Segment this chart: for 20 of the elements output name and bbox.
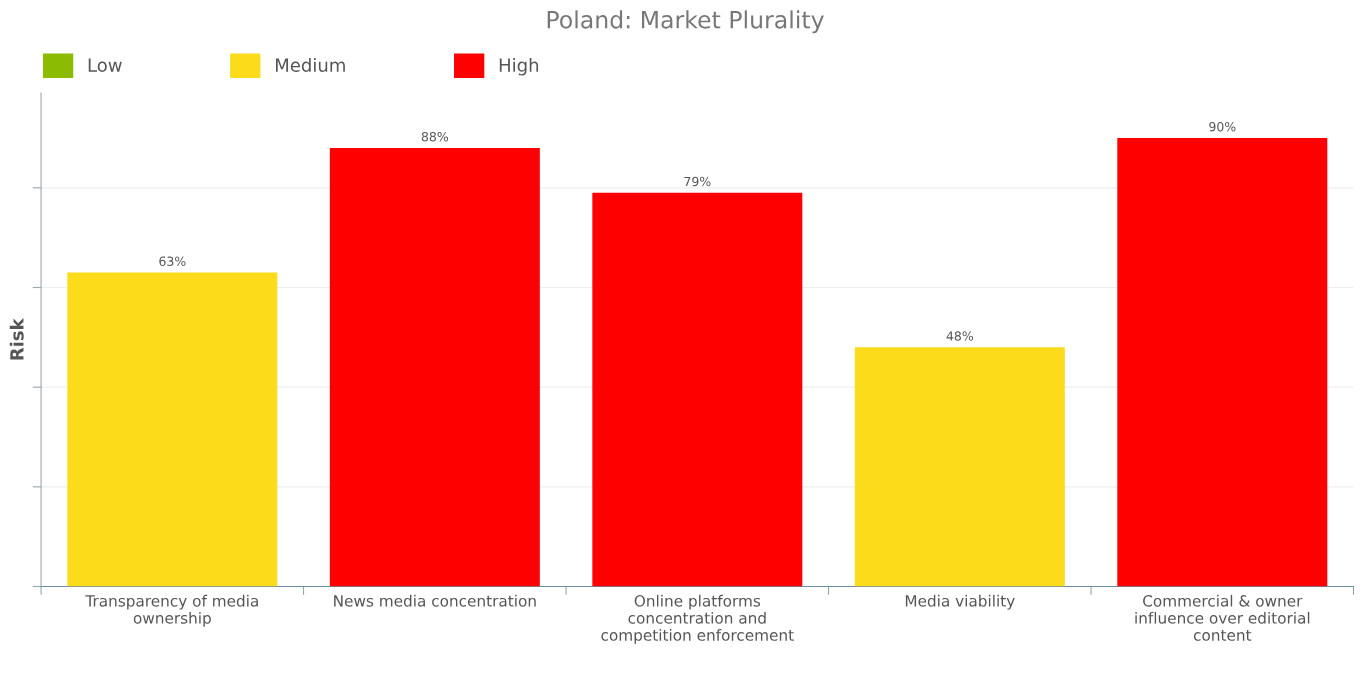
data-label: 48% [946,331,974,341]
bar [854,347,1065,587]
bar [1117,138,1328,587]
data-label: 88% [421,131,449,142]
y-axis-title: Risk [9,318,24,360]
x-tick-label: News media concentration [334,594,536,607]
data-label: 90% [1209,121,1236,132]
legend-label: Low [88,58,122,72]
x-tick-label: Commercial & owner influence over editorial content [1135,594,1310,641]
legend-label: High [499,57,539,76]
bar [329,147,540,587]
data-label: 63% [159,256,186,266]
chart-title: Poland: Market Plurality [547,10,824,34]
bar [67,272,278,587]
data-label: 79% [684,176,711,187]
x-tick-label: Online platforms concentration and competition enforcement [601,594,794,644]
bar [592,192,803,587]
legend-label: Medium [275,57,345,72]
x-tick-label: Media viability [905,594,1015,610]
x-tick-label: Transparency of media ownership [85,594,258,627]
